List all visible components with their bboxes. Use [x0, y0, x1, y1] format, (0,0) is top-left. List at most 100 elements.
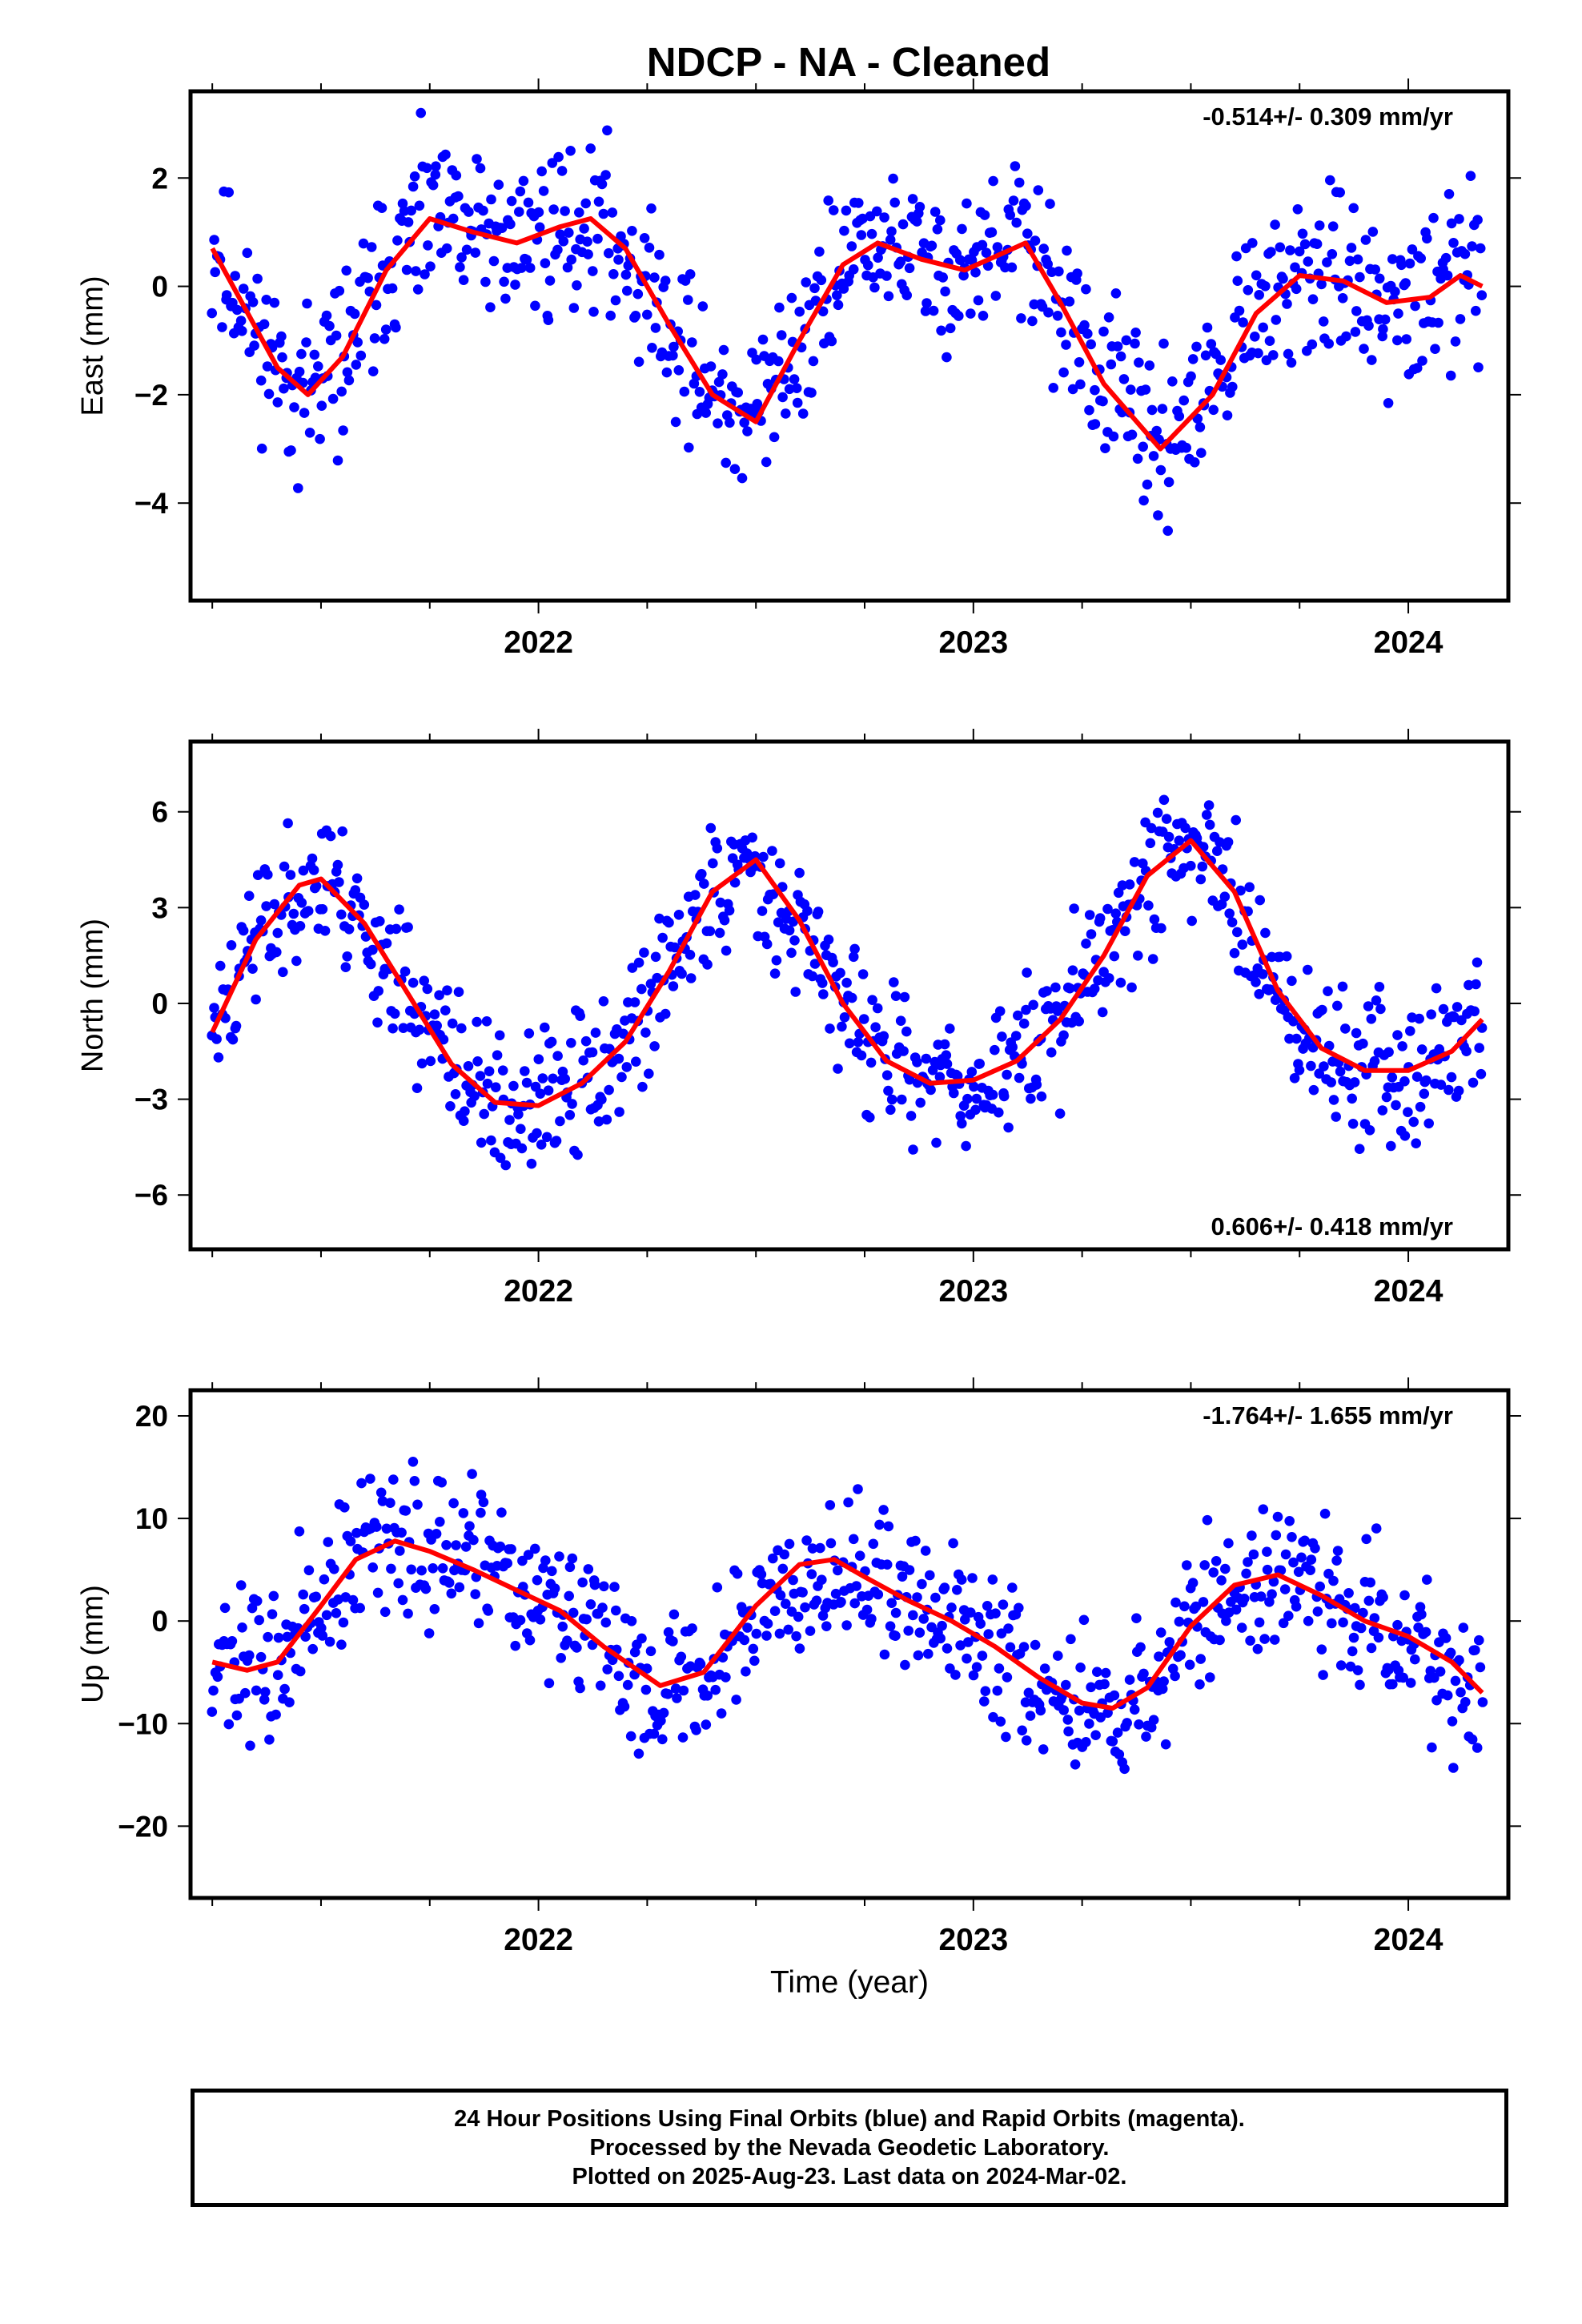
data-point [381, 1523, 392, 1534]
data-point [1158, 794, 1170, 806]
data-point [668, 350, 678, 361]
data-point [702, 1691, 713, 1701]
data-point [1090, 384, 1100, 396]
data-point [1211, 1556, 1222, 1566]
data-point [885, 235, 896, 245]
data-point [841, 205, 852, 216]
data-point [1198, 1597, 1209, 1607]
data-point [1070, 1759, 1081, 1770]
data-point [809, 283, 820, 294]
data-point [990, 1608, 1001, 1618]
data-point [1375, 1003, 1386, 1015]
data-point [620, 269, 632, 280]
data-point [656, 1715, 666, 1726]
data-point [685, 973, 697, 983]
data-point [565, 146, 576, 156]
data-point [521, 255, 532, 265]
data-point [927, 1065, 938, 1076]
data-point [942, 1059, 953, 1069]
data-point [1262, 1546, 1272, 1557]
data-point [809, 959, 821, 969]
data-point [858, 1014, 869, 1024]
data-point [1291, 283, 1302, 295]
data-point [247, 1602, 258, 1614]
data-point [442, 985, 452, 995]
data-point [1284, 1516, 1295, 1526]
data-point [244, 1650, 255, 1661]
data-point [590, 1027, 601, 1038]
data-point [857, 213, 868, 224]
data-point [631, 1056, 641, 1067]
data-point [826, 336, 837, 347]
data-point [1401, 334, 1411, 344]
data-point [1008, 195, 1019, 206]
data-point [1469, 1006, 1480, 1017]
data-point [238, 283, 249, 294]
data-point [1426, 1009, 1436, 1019]
data-point [1435, 1080, 1447, 1090]
data-point [914, 1627, 926, 1638]
data-point [1440, 1633, 1452, 1643]
data-point [458, 1116, 469, 1126]
data-point [1039, 1663, 1050, 1674]
data-point [1113, 887, 1124, 899]
data-point [307, 1643, 319, 1655]
data-point [952, 1585, 962, 1595]
data-point [1405, 1026, 1415, 1036]
data-point [472, 1016, 482, 1027]
data-point [873, 1589, 884, 1600]
data-point [701, 408, 711, 418]
data-point [1074, 1016, 1084, 1027]
data-point [1350, 1602, 1360, 1614]
data-point [1143, 900, 1154, 911]
up-axis-label: Up (mm) [76, 1585, 110, 1703]
data-point [420, 1583, 432, 1594]
data-point [647, 343, 657, 353]
data-point [592, 233, 603, 244]
data-point [414, 200, 425, 211]
data-point [636, 983, 647, 995]
data-point [1103, 312, 1114, 323]
data-point [1367, 227, 1379, 237]
data-point [1347, 1646, 1358, 1657]
data-point [912, 216, 922, 227]
y-tick-label: −10 [118, 1707, 168, 1740]
data-point [304, 428, 315, 438]
data-point [342, 951, 353, 962]
data-point [654, 249, 665, 260]
data-point [1323, 338, 1334, 349]
data-point [523, 197, 534, 208]
data-point [633, 957, 644, 968]
data-point [342, 367, 353, 378]
data-point [554, 1551, 564, 1562]
data-point [1354, 1144, 1365, 1154]
data-point [285, 870, 296, 880]
data-point [1052, 311, 1063, 321]
data-point [836, 1597, 846, 1607]
data-point [1460, 248, 1471, 259]
data-point [1323, 1568, 1334, 1579]
data-point [347, 1594, 359, 1606]
data-point [343, 375, 355, 386]
data-point [841, 977, 852, 988]
data-point [702, 959, 713, 970]
data-point [835, 967, 845, 979]
data-point [661, 367, 673, 378]
data-point [1021, 200, 1031, 211]
data-point [272, 397, 283, 408]
data-point [458, 275, 469, 286]
data-point [1061, 340, 1071, 350]
data-point [1314, 1068, 1324, 1079]
data-point [387, 1023, 398, 1034]
data-point [552, 1051, 563, 1061]
data-point [564, 1110, 576, 1120]
data-point [1268, 1576, 1279, 1587]
data-point [1016, 313, 1026, 324]
data-point [540, 1022, 550, 1033]
data-point [506, 1544, 516, 1554]
data-point [639, 233, 650, 243]
data-point [1063, 1726, 1074, 1737]
data-point [1474, 1043, 1484, 1053]
data-point [1262, 1564, 1273, 1575]
data-point [1359, 344, 1369, 354]
